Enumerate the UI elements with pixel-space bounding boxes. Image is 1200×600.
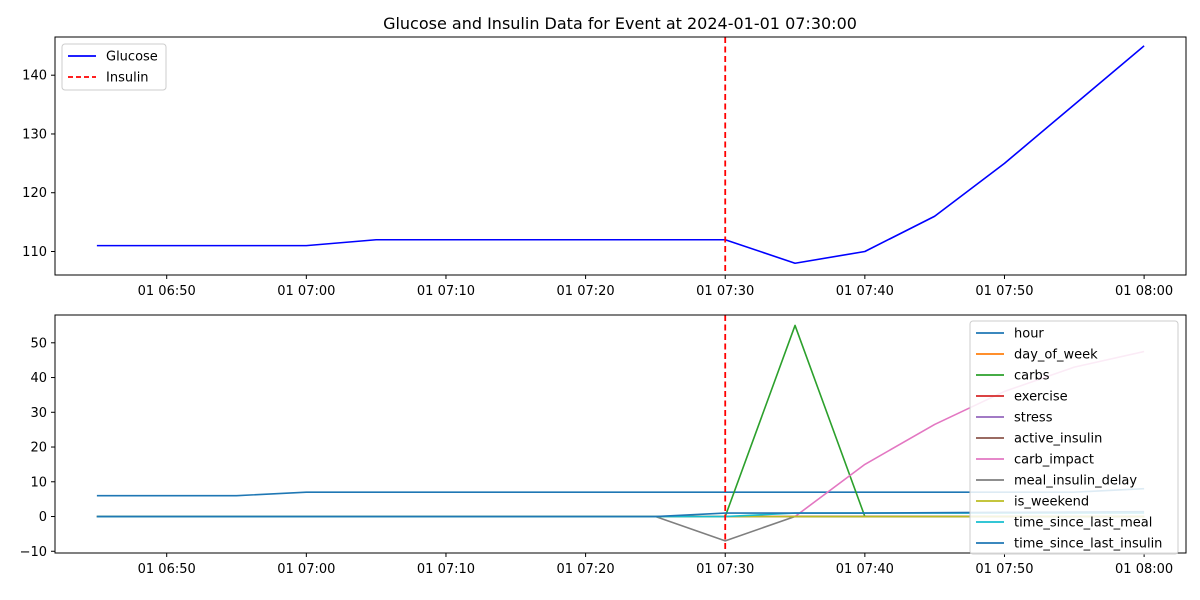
legend-label: carbs [1014,369,1050,384]
legend: Glucose Insulin [61,43,167,91]
x-tick-label: 01 07:50 [975,284,1033,299]
y-tick-label: 0 [39,510,47,525]
x-tick-label: 01 08:00 [1115,284,1173,299]
x-tick-label: 01 07:50 [975,562,1033,577]
legend-label: is_weekend [1014,495,1089,510]
legend-label: time_since_last_meal [1014,516,1152,531]
legend-box [969,320,1179,555]
plot-area [96,45,1145,265]
legend-label: stress [1014,411,1053,426]
x-tick-label: 01 07:30 [696,284,754,299]
x-tick-label: 01 07:00 [277,562,335,577]
y-tick-label: 140 [22,69,47,84]
x-tick-label: 01 07:40 [836,562,894,577]
legend-label: time_since_last_insulin [1014,537,1162,552]
x-tick-label: 01 07:00 [277,284,335,299]
y-tick-label: 20 [30,441,47,456]
y-tick-label: 120 [22,186,47,201]
x-tick-label: 01 06:50 [138,284,196,299]
chart-title: Glucose and Insulin Data for Event at 20… [383,14,857,33]
glucose-panel: 01 06:50 01 07:00 01 07:10 01 07:20 01 07:30… [22,36,1187,299]
y-tick-label: 10 [30,475,47,490]
x-tick-label: 01 07:30 [696,562,754,577]
legend-label: Insulin [106,71,149,86]
y-tick-label: 30 [30,406,47,421]
x-tick-label: 01 07:10 [417,284,475,299]
series-line-glucose [96,45,1145,265]
legend-label: active_insulin [1014,432,1102,447]
legend-label: day_of_week [1014,348,1098,363]
y-tick-label: 40 [30,371,47,386]
x-tick-label: 01 07:10 [417,562,475,577]
x-tick-label: 01 07:20 [557,562,615,577]
y-tick-label: 130 [22,127,47,142]
axes-frame [54,36,1187,276]
x-tick-label: 01 08:00 [1115,562,1173,577]
axes-frame [54,314,1187,554]
legend-label: hour [1014,327,1044,342]
y-tick-label: 110 [22,245,47,260]
x-tick-label: 01 06:50 [138,562,196,577]
x-tick-label: 01 07:40 [836,284,894,299]
x-tick-label: 01 07:20 [557,284,615,299]
y-tick-label: 50 [30,336,47,351]
legend-label: exercise [1014,390,1068,405]
legend-label: carb_impact [1014,453,1094,468]
legend-label: Glucose [106,50,158,65]
features-panel: 01 06:50 01 07:00 01 07:10 01 07:20 01 07:30… [20,314,1187,577]
legend-label: meal_insulin_delay [1014,474,1137,489]
y-tick-label: −10 [20,545,47,560]
